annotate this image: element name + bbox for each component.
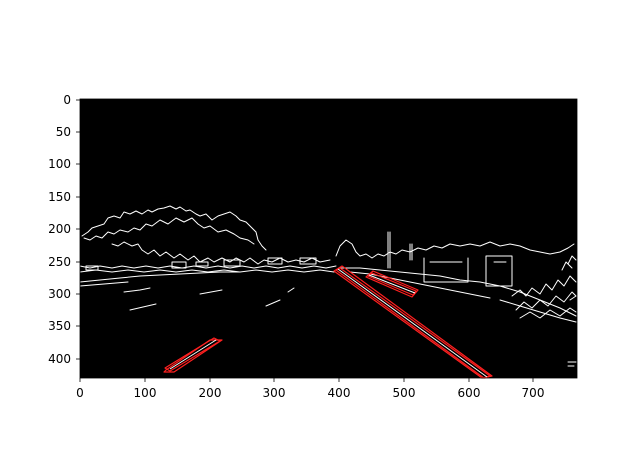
lane-core-mid xyxy=(368,274,416,294)
roadside-edges-left-2 xyxy=(79,269,335,273)
y-tick-label: 100 xyxy=(48,157,71,171)
x-tick-label: 400 xyxy=(328,386,351,400)
image-background xyxy=(80,99,577,378)
x-tick-label: 200 xyxy=(199,386,222,400)
lane-detection-mid xyxy=(367,272,417,296)
pole-edges-right xyxy=(387,231,413,269)
edge-image xyxy=(79,99,577,379)
x-tick-label: 100 xyxy=(134,386,157,400)
roadside-edges-left-4 xyxy=(79,281,295,311)
roadside-edges-left xyxy=(79,265,337,269)
axes-frame xyxy=(79,98,578,379)
lane-core-right xyxy=(337,268,488,378)
roadside-boxes-left xyxy=(85,257,317,271)
x-tick-label: 300 xyxy=(263,386,286,400)
x-axis: 0 100 200 300 400 500 600 700 xyxy=(76,378,544,400)
x-tick-label: 500 xyxy=(393,386,416,400)
y-tick-label: 250 xyxy=(48,255,71,269)
y-axis: 0 50 100 150 200 250 300 350 400 xyxy=(48,93,80,366)
lane-detection-left-outer xyxy=(163,339,223,373)
y-tick-label: 0 xyxy=(63,93,71,107)
x-tick-label: 0 xyxy=(76,386,84,400)
y-tick-label: 400 xyxy=(48,352,71,366)
y-tick-label: 50 xyxy=(56,125,71,139)
lane-core-left xyxy=(169,339,217,370)
vegetation-edges-right xyxy=(511,255,577,367)
roadside-edges-left-3 xyxy=(79,271,241,283)
y-tick-label: 350 xyxy=(48,319,71,333)
treeline-edges-left xyxy=(81,205,267,251)
x-tick-label: 600 xyxy=(458,386,481,400)
x-tick-label: 700 xyxy=(522,386,545,400)
y-tick-label: 150 xyxy=(48,190,71,204)
building-edges-right xyxy=(423,255,513,287)
roadside-edges-right-2 xyxy=(349,271,577,323)
y-tick-label: 300 xyxy=(48,287,71,301)
y-tick-label: 200 xyxy=(48,222,71,236)
lane-detection-right-outer xyxy=(333,265,493,379)
treeline-edges-left-2 xyxy=(83,217,255,245)
treeline-edges-left-3 xyxy=(111,241,331,265)
treeline-edges-right xyxy=(335,239,575,259)
lane-detection-mid-outer xyxy=(365,270,419,298)
